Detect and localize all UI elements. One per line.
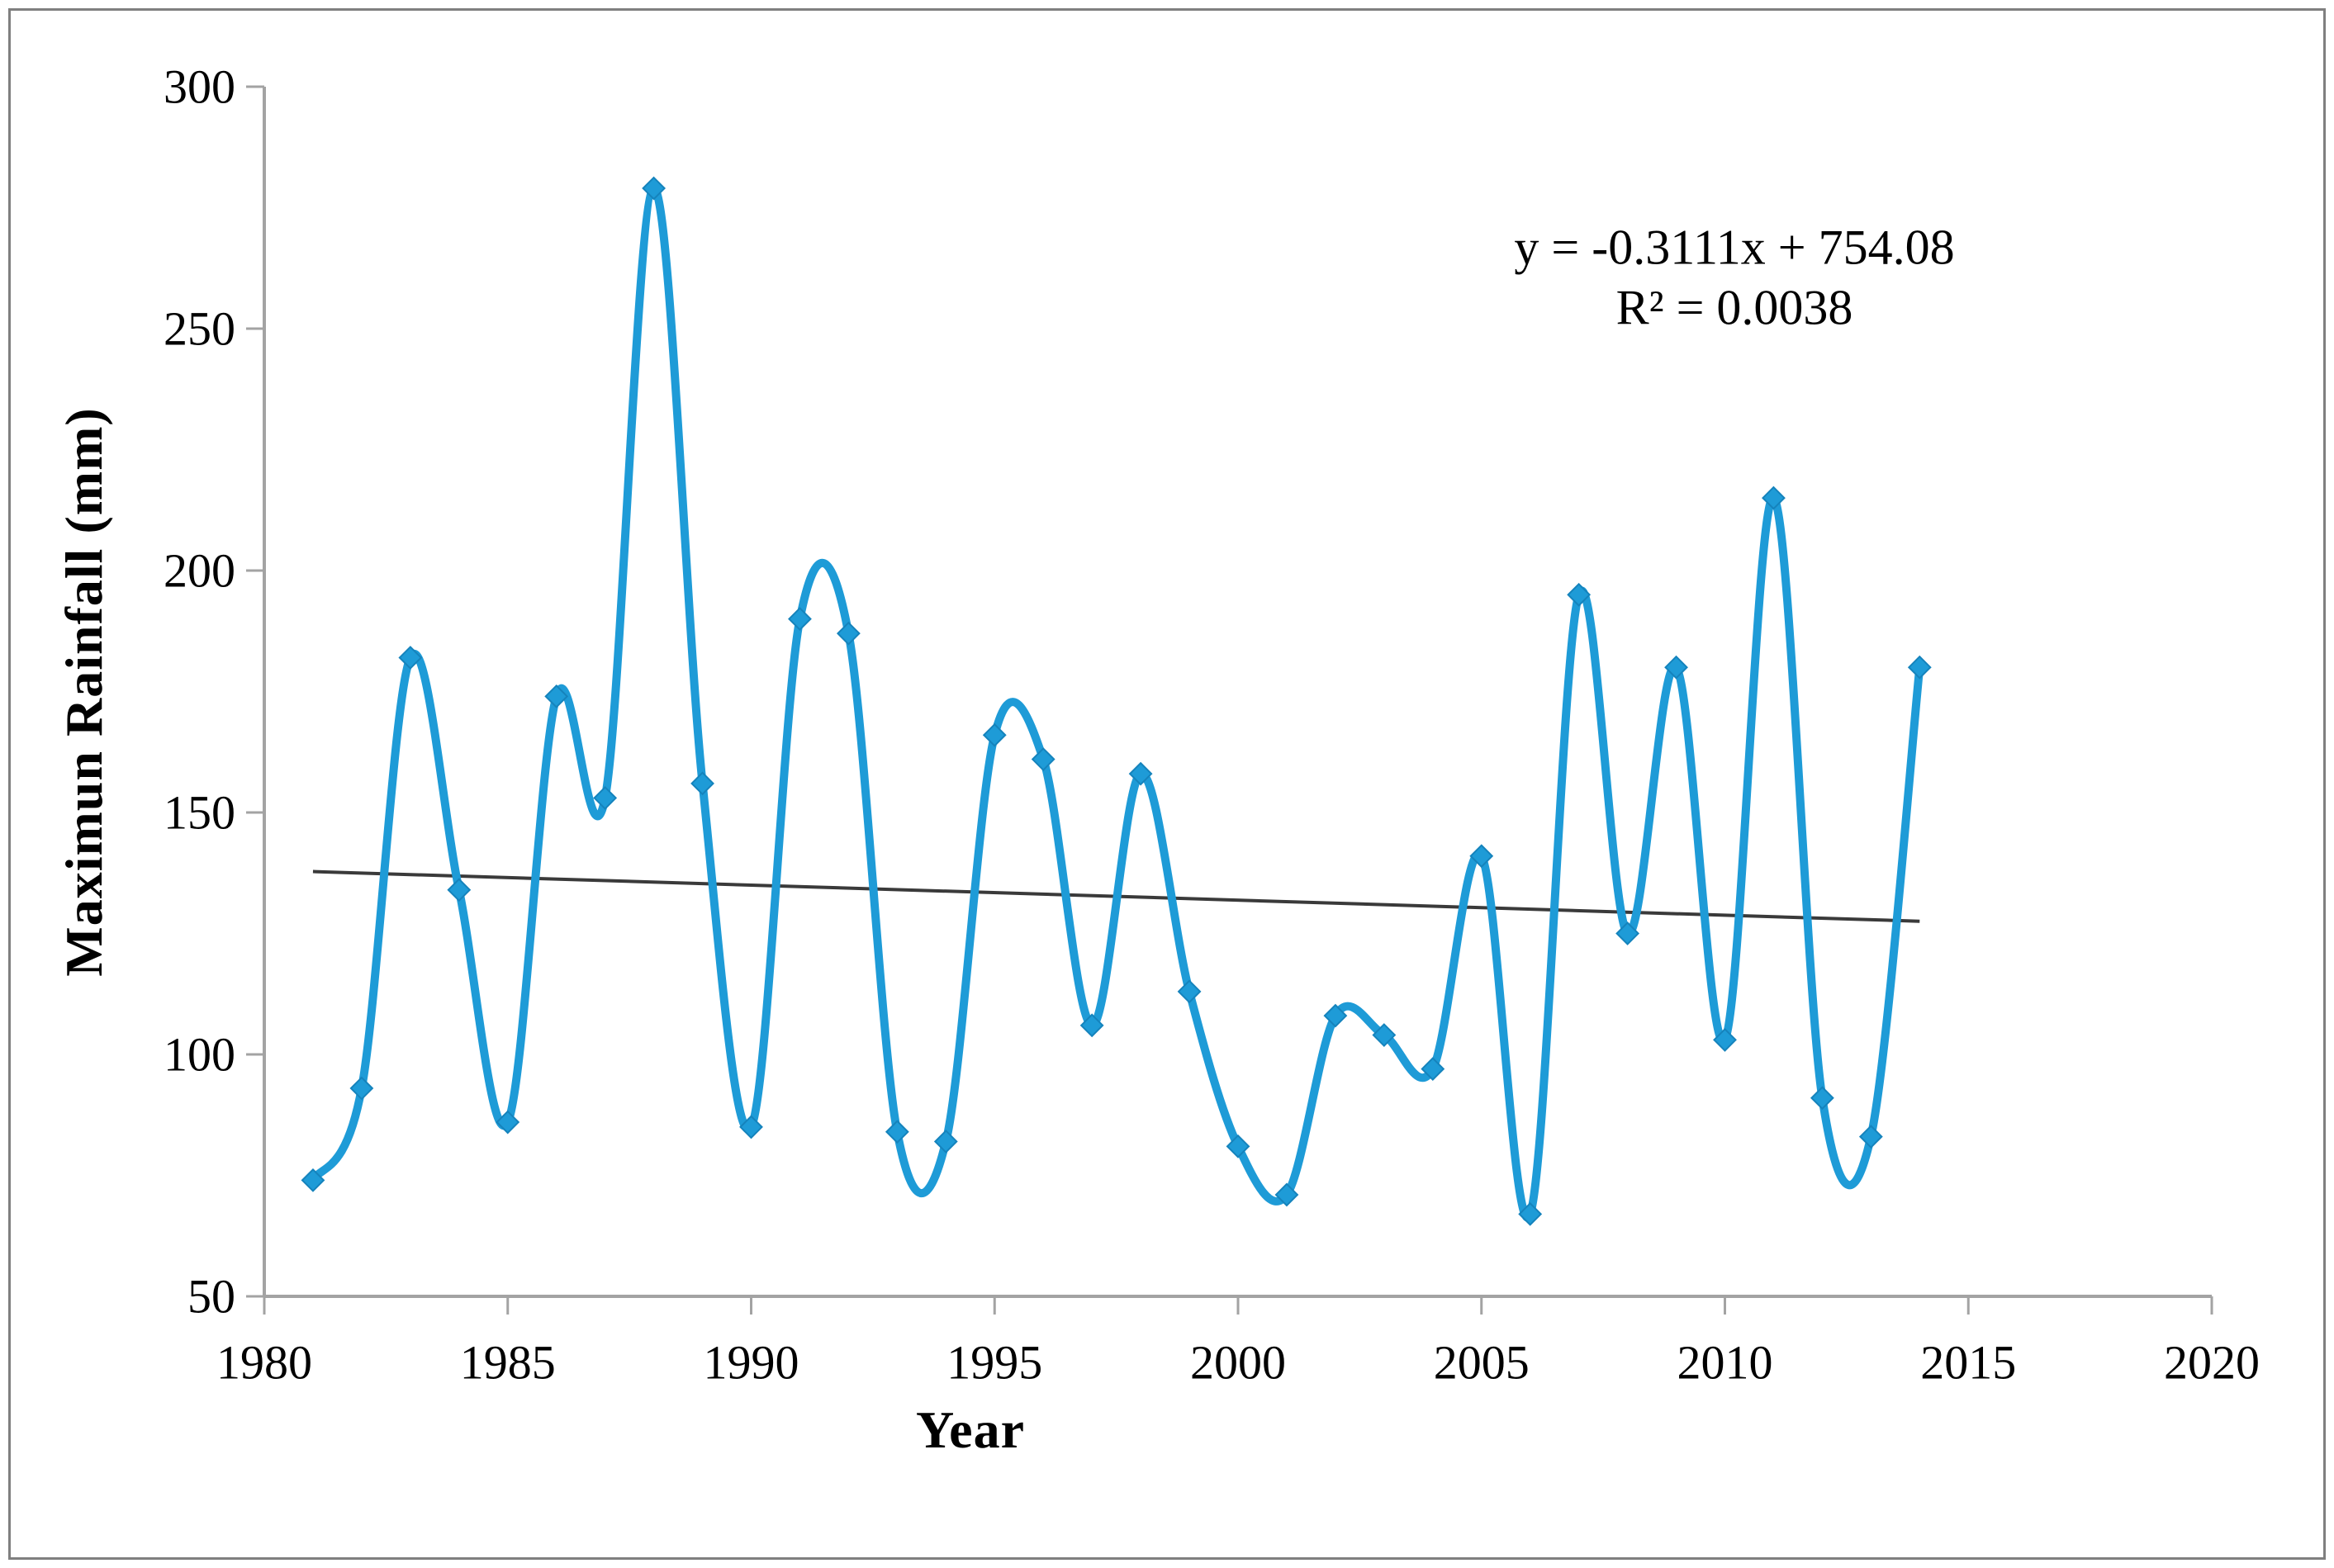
data-point-marker [690, 771, 714, 796]
x-axis-title: Year [916, 1400, 1025, 1459]
y-tick-label: 250 [164, 302, 235, 356]
data-point-marker [885, 1120, 909, 1144]
data-point-marker [1079, 1013, 1104, 1038]
x-tick-label: 2015 [1920, 1336, 2016, 1390]
data-point-marker [1567, 582, 1592, 607]
x-tick-label: 2010 [1677, 1336, 1773, 1390]
data-point-marker [642, 176, 667, 201]
data-point-marker [739, 1115, 763, 1139]
data-point-marker [1177, 979, 1202, 1004]
data-point-marker [496, 1110, 520, 1135]
y-tick-label: 100 [164, 1028, 235, 1082]
data-point-marker [1907, 655, 1932, 680]
data-point-marker [933, 1130, 958, 1153]
x-tick-label: 2020 [2164, 1336, 2260, 1390]
data-point-marker [1762, 486, 1786, 510]
data-point-marker [1128, 761, 1153, 786]
data-point-marker [593, 786, 618, 810]
data-point-marker [1274, 1182, 1299, 1207]
data-point-marker [1810, 1086, 1834, 1111]
y-tick-label: 50 [187, 1270, 235, 1324]
trendline-r-squared-label: R² = 0.0038 [1615, 280, 1853, 335]
data-point-marker [398, 646, 423, 670]
data-point-marker [544, 684, 569, 708]
x-tick-label: 1980 [216, 1336, 312, 1390]
x-tick-label: 1985 [460, 1336, 556, 1390]
data-point-marker [1615, 921, 1640, 945]
trendline-equation-label: y = -0.3111x + 754.08 [1514, 220, 1955, 275]
data-point-marker [836, 621, 861, 646]
data-point-marker [349, 1076, 374, 1101]
data-point-marker [447, 878, 472, 902]
data-point-marker [1372, 1023, 1397, 1047]
data-point-marker [1323, 1003, 1348, 1028]
y-tick-label: 200 [164, 544, 235, 598]
data-point-marker [1858, 1125, 1883, 1149]
y-tick-label: 150 [164, 786, 235, 840]
data-point-marker [1031, 747, 1056, 771]
figure-border [8, 8, 2326, 1560]
x-tick-label: 2000 [1190, 1336, 1286, 1390]
data-point-marker [1664, 655, 1688, 680]
y-axis-title: Maximun Rainfall (mm) [55, 407, 113, 977]
data-point-marker [301, 1168, 325, 1192]
x-tick-label: 2005 [1434, 1336, 1530, 1390]
data-point-marker [1469, 844, 1494, 869]
y-tick-label: 300 [164, 60, 235, 114]
data-point-marker [1713, 1028, 1737, 1052]
data-point-marker [1421, 1057, 1445, 1081]
data-point-marker [982, 722, 1007, 747]
data-point-marker [788, 607, 812, 632]
x-tick-label: 1995 [946, 1336, 1042, 1390]
x-tick-label: 1990 [704, 1336, 799, 1390]
data-point-marker [1518, 1201, 1543, 1226]
data-point-marker [1226, 1134, 1250, 1158]
